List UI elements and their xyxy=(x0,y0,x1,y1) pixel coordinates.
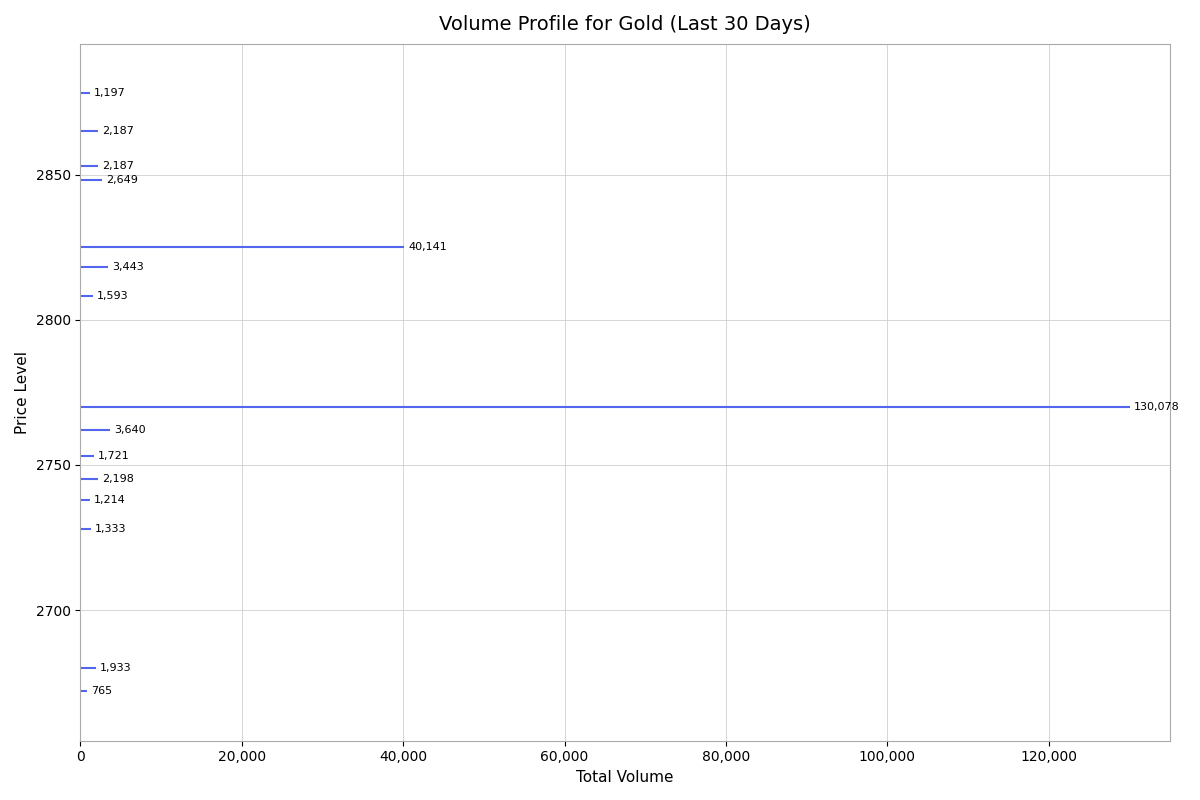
Text: 3,640: 3,640 xyxy=(114,425,145,435)
Text: 1,593: 1,593 xyxy=(97,291,128,302)
Title: Volume Profile for Gold (Last 30 Days): Volume Profile for Gold (Last 30 Days) xyxy=(439,15,811,34)
Y-axis label: Price Level: Price Level xyxy=(14,351,30,434)
Text: 2,198: 2,198 xyxy=(102,474,134,485)
Text: 40,141: 40,141 xyxy=(408,242,448,252)
Text: 2,649: 2,649 xyxy=(106,175,138,186)
Text: 1,333: 1,333 xyxy=(95,524,127,534)
Text: 765: 765 xyxy=(91,686,112,696)
Text: 3,443: 3,443 xyxy=(113,262,144,273)
X-axis label: Total Volume: Total Volume xyxy=(576,770,674,785)
Text: 1,197: 1,197 xyxy=(94,88,126,98)
Text: 130,078: 130,078 xyxy=(1134,402,1180,412)
Text: 1,933: 1,933 xyxy=(100,663,132,673)
Text: 2,187: 2,187 xyxy=(102,126,134,136)
Text: 1,214: 1,214 xyxy=(95,494,126,505)
Text: 1,721: 1,721 xyxy=(98,451,130,461)
Text: 2,187: 2,187 xyxy=(102,161,134,171)
